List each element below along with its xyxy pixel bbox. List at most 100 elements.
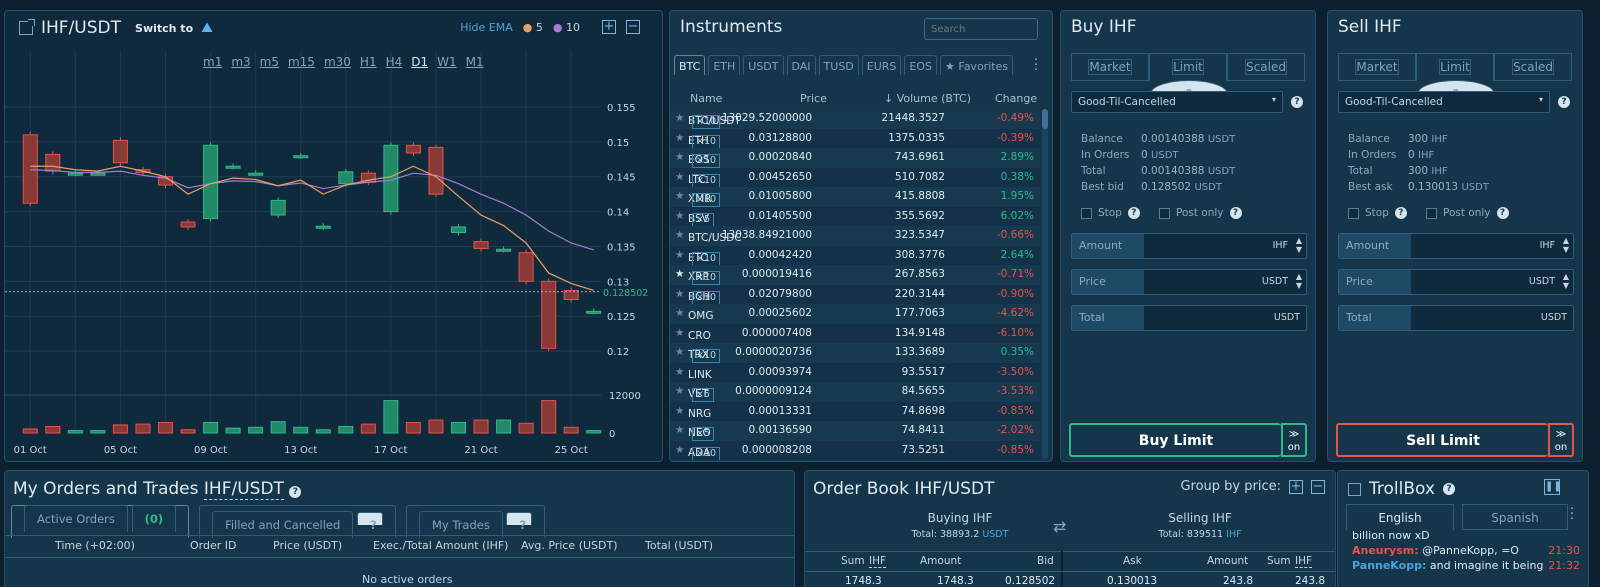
help-icon[interactable]: ? <box>289 486 302 498</box>
col-change[interactable]: Change <box>995 92 1038 105</box>
chat-user[interactable]: PanneKopp: <box>1352 559 1427 572</box>
instrument-row[interactable]: ★ OMG 0.00025602 177.7063 -4.62% <box>670 304 1040 324</box>
tab-limit[interactable]: Limit ? <box>1149 53 1228 108</box>
price-field[interactable]: Price USDT ▲ ▼ <box>1071 269 1307 295</box>
amount-field[interactable]: Amount IHF ▲ ▼ <box>1071 233 1307 259</box>
favorite-star-icon[interactable]: ★ <box>675 365 685 378</box>
instrument-row[interactable]: ★ XRP ×10 0.000019416 267.8563 -0.71% <box>670 265 1040 285</box>
timeframe-w1-8[interactable]: W1 <box>437 55 457 69</box>
instrument-row[interactable]: ★ TRX ×10 0.0000020736 133.3689 0.35% <box>670 343 1040 363</box>
tab-english[interactable]: English <box>1346 504 1454 530</box>
timeframe-m5-2[interactable]: m5 <box>259 55 279 69</box>
favorite-star-icon[interactable]: ★ <box>675 151 685 163</box>
timeframe-m3-1[interactable]: m3 <box>231 55 251 69</box>
time-in-force-select[interactable]: Good-Til-Cancelled ▾ <box>1071 91 1283 113</box>
tab-limit[interactable]: Limit ? <box>1416 53 1495 108</box>
instrument-row[interactable]: ★ CRO 0.000007408 134.9148 -6.10% <box>670 323 1040 343</box>
sell-on-button[interactable]: ≫ on <box>1548 423 1574 457</box>
time-in-force-select[interactable]: Good-Til-Cancelled ▾ <box>1338 91 1550 113</box>
favorite-star-icon[interactable]: ★ <box>675 248 685 261</box>
instrument-row[interactable]: ★ BSV ×5 0.01405500 355.5692 6.02% <box>670 206 1040 227</box>
bid-col-unit[interactable]: IHF <box>869 555 887 568</box>
favorite-star-icon[interactable]: ★ <box>675 287 685 300</box>
timeframe-m1-9[interactable]: M1 <box>465 55 484 69</box>
chat-user[interactable]: Aneurysm: <box>1352 544 1419 557</box>
tab-favorites[interactable]: ★ Favorites <box>940 55 1014 75</box>
col-volume[interactable]: ↓ Volume (BTC) <box>884 92 972 105</box>
col-name[interactable]: Name <box>690 92 723 105</box>
favorite-star-icon[interactable]: ★ <box>675 229 685 241</box>
total-field[interactable]: Total USDT <box>1071 305 1307 331</box>
tab-scaled[interactable]: Scaled <box>1227 53 1305 81</box>
hide-ema-link[interactable]: Hide EMA <box>460 20 513 34</box>
ema5-legend[interactable]: ● 5 <box>522 20 543 34</box>
price-field[interactable]: Price USDT ▲ ▼ <box>1338 269 1574 295</box>
timeframe-m1-0[interactable]: m1 <box>203 55 223 69</box>
help-icon[interactable]: ? <box>1291 96 1303 108</box>
favorite-star-icon[interactable]: ★ <box>675 307 685 319</box>
favorite-star-icon[interactable]: ★ <box>675 443 685 456</box>
instrument-row[interactable]: ★ LINK 0.00093974 93.5517 -3.50% <box>670 362 1040 382</box>
ema10-legend[interactable]: ● 10 <box>552 20 580 34</box>
more-menu-icon[interactable]: · · · <box>1569 502 1574 527</box>
col-price[interactable]: Price <box>800 92 827 105</box>
ask-col-unit[interactable]: IHF <box>1295 555 1313 568</box>
group-minus-button[interactable]: − <box>1311 478 1325 494</box>
zoom-in-button[interactable]: + <box>602 19 616 34</box>
timeframe-h1-5[interactable]: H1 <box>359 55 377 69</box>
favorite-star-icon[interactable]: ★ <box>675 112 685 124</box>
amount-field[interactable]: Amount IHF ▲ ▼ <box>1338 233 1574 259</box>
tab-scaled[interactable]: Scaled <box>1494 53 1572 81</box>
instrument-row[interactable]: ★ZEC×50.0048320071.9134-1.15% <box>670 460 1040 461</box>
tab-my-trades[interactable]: My Trades ? <box>405 505 546 538</box>
stop-checkbox[interactable]: Stop? <box>1348 207 1407 219</box>
stop-checkbox[interactable]: Stop? <box>1081 207 1140 219</box>
expand-icon[interactable] <box>19 19 35 35</box>
group-plus-button[interactable]: + <box>1289 478 1303 494</box>
tab-filled-and-cancelled[interactable]: Filled and Cancelled ? <box>199 505 396 538</box>
swap-icon[interactable]: ⇄ <box>1053 517 1067 536</box>
tab-tusd[interactable]: TUSD <box>818 55 859 75</box>
instrument-row[interactable]: ★ BCH ×10 0.02079800 220.3144 -0.90% <box>670 284 1040 305</box>
tab-market[interactable]: Market <box>1071 53 1149 81</box>
instrument-row[interactable]: ★ ETH ×10 0.03128800 1375.0335 -0.39% <box>670 128 1040 149</box>
sell-limit-button[interactable]: Sell Limit <box>1336 423 1548 457</box>
wave-logo-icon[interactable]: ⛰ <box>201 20 213 36</box>
expand-icon[interactable] <box>1348 482 1361 496</box>
tab-usdt[interactable]: USDT <box>743 55 784 75</box>
timeframe-d1-7[interactable]: D1 <box>411 55 429 69</box>
favorite-star-icon[interactable]: ★ <box>675 424 685 436</box>
instrument-row[interactable]: ★ XMR ×10 0.01005800 415.8808 1.95% <box>670 187 1040 207</box>
favorite-star-icon[interactable]: ★ <box>675 385 685 397</box>
favorite-star-icon[interactable]: ★ <box>675 209 685 222</box>
help-icon[interactable]: ? <box>1558 96 1570 108</box>
my-orders-pair[interactable]: IHF/USDT <box>203 479 284 500</box>
timeframe-h4-6[interactable]: H4 <box>385 55 403 69</box>
tab-active-orders[interactable]: Active Orders (0) <box>11 505 190 538</box>
instrument-row[interactable]: ★ BTC/USDC 13038.84921000 323.5347 -0.66% <box>670 226 1040 246</box>
instrument-row[interactable]: ★ ETC ×10 0.00042420 308.3776 2.64% <box>670 245 1040 266</box>
total-field[interactable]: Total USDT <box>1338 305 1574 331</box>
timeframe-m30-4[interactable]: m30 <box>323 55 351 69</box>
post-only-checkbox[interactable]: Post only? <box>1159 207 1242 219</box>
instrument-row[interactable]: ★ ADA ×10 0.000008208 73.5251 -0.85% <box>670 440 1040 461</box>
switch-to-label[interactable]: Switch to <box>135 21 194 35</box>
favorite-star-icon[interactable]: ★ <box>675 268 685 280</box>
instrument-row[interactable]: ★ BTC/USDT ×10 13029.52000000 21448.3527 -0.4… <box>670 109 1040 129</box>
favorite-star-icon[interactable]: ★ <box>675 131 685 144</box>
tab-dai[interactable]: DAI <box>786 55 816 75</box>
buy-on-button[interactable]: ≫ on <box>1281 423 1307 457</box>
timeframe-m15-3[interactable]: m15 <box>287 55 315 69</box>
tab-eth[interactable]: ETH <box>708 55 741 75</box>
tab-market[interactable]: Market <box>1338 53 1416 81</box>
instrument-row[interactable]: ★ NEO ×5 0.00136590 74.8411 -2.02% <box>670 421 1040 441</box>
pause-icon[interactable]: ❚❚ <box>1544 479 1562 495</box>
instrument-row[interactable]: ★ EOS ×10 0.00020840 743.6961 2.89% <box>670 148 1040 168</box>
favorite-star-icon[interactable]: ★ <box>675 170 685 183</box>
instrument-scrollbar[interactable] <box>1042 109 1048 459</box>
tab-spanish[interactable]: Spanish <box>1462 504 1568 530</box>
post-only-checkbox[interactable]: Post only? <box>1426 207 1509 219</box>
price-chart[interactable]: 0.155 0.15 0.145 0.14 0.135 0.13 0.125 0.12 1200… <box>5 11 663 462</box>
zoom-out-button[interactable]: − <box>626 19 640 34</box>
help-icon[interactable]: ? <box>1442 483 1455 495</box>
